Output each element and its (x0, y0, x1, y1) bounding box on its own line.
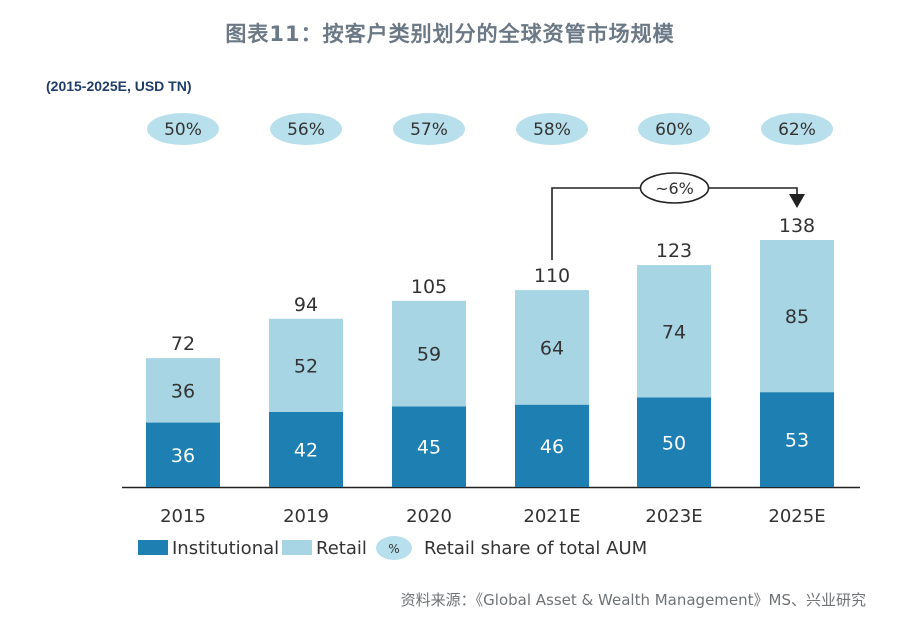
value-label-retail-2015: 36 (171, 380, 195, 402)
total-label-2025e: 138 (779, 215, 815, 237)
legend-swatch-retail (282, 540, 312, 555)
retail-share-label-2023e: 60% (655, 120, 693, 140)
source-note: 资料来源：《Global Asset & Wealth Management》M… (400, 591, 866, 609)
legend-label-retail-share: Retail share of total AUM (424, 538, 647, 559)
x-tick-label-2023e: 2023E (645, 506, 702, 527)
value-label-institutional-2023e: 50 (662, 432, 686, 454)
growth-arrow-head (789, 194, 805, 208)
retail-share-bubble-2021e (516, 113, 588, 145)
bar-institutional-2023e (637, 397, 711, 487)
total-label-2023e: 123 (656, 240, 692, 262)
chart-subtitle: (2015-2025E, USD TN) (46, 78, 192, 94)
x-tick-label-2015: 2015 (160, 506, 206, 527)
bar-institutional-2015 (146, 422, 220, 487)
value-label-retail-2020: 59 (417, 344, 441, 366)
legend-label-institutional: Institutional (172, 538, 279, 559)
x-tick-label-2021e: 2021E (523, 506, 580, 527)
bar-institutional-2020 (392, 406, 466, 487)
legend-label-retail: Retail (316, 538, 367, 559)
legend-share-bubble (376, 536, 412, 560)
total-label-2019: 94 (294, 294, 318, 316)
value-label-institutional-2015: 36 (171, 445, 195, 467)
legend-share-symbol: % (388, 542, 399, 556)
growth-rate-label: ~6% (655, 179, 694, 198)
total-label-2021e: 110 (534, 265, 570, 287)
bar-retail-2015 (146, 358, 220, 423)
bar-institutional-2025e (760, 392, 834, 487)
value-label-institutional-2021e: 46 (540, 436, 564, 458)
bar-retail-2020 (392, 300, 466, 407)
retail-share-label-2015: 50% (164, 120, 202, 140)
value-label-retail-2023e: 74 (662, 321, 686, 343)
total-label-2015: 72 (171, 333, 195, 355)
retail-share-bubble-2025e (761, 113, 833, 145)
x-tick-label-2025e: 2025E (768, 506, 825, 527)
growth-rate-bubble (639, 172, 710, 204)
value-label-retail-2021e: 64 (540, 337, 564, 359)
bar-retail-2019 (269, 318, 343, 412)
retail-share-label-2021e: 58% (533, 120, 571, 140)
retail-share-bubble-2019 (270, 113, 342, 145)
retail-share-label-2020: 57% (410, 120, 448, 140)
bar-institutional-2021e (515, 404, 589, 487)
bar-retail-2021e (515, 290, 589, 405)
retail-share-bubble-2015 (147, 113, 219, 145)
bar-retail-2025e (760, 240, 834, 393)
bar-retail-2023e (637, 265, 711, 398)
value-label-retail-2019: 52 (294, 355, 318, 377)
bar-institutional-2019 (269, 411, 343, 487)
x-tick-label-2020: 2020 (406, 506, 452, 527)
legend-swatch-institutional (138, 540, 168, 555)
value-label-institutional-2020: 45 (417, 437, 441, 459)
retail-share-label-2025e: 62% (778, 120, 816, 140)
chart-title: 图表11：按客户类别划分的全球资管市场规模 (225, 22, 675, 46)
value-label-retail-2025e: 85 (785, 306, 809, 328)
retail-share-label-2019: 56% (287, 120, 325, 140)
x-tick-label-2019: 2019 (283, 506, 329, 527)
retail-share-bubble-2020 (393, 113, 465, 145)
retail-share-bubble-2023e (638, 113, 710, 145)
total-label-2020: 105 (411, 276, 447, 298)
value-label-institutional-2025e: 53 (785, 430, 809, 452)
value-label-institutional-2019: 42 (294, 439, 318, 461)
